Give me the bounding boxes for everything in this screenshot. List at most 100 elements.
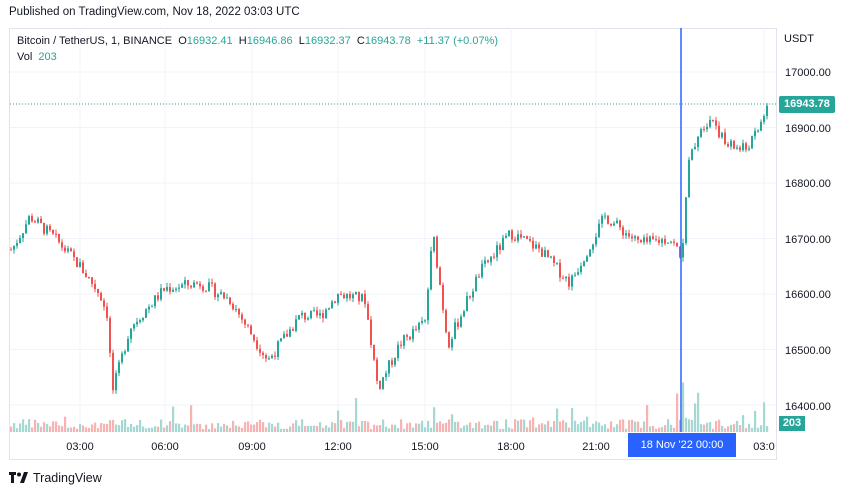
volume-bar [346,421,349,432]
volume-bar [649,426,652,432]
candle-body [511,230,513,240]
candle-body [367,304,369,320]
volume-bar [604,424,607,432]
candle-body [712,119,714,121]
volume-bar [538,424,541,432]
candle-body [457,322,459,327]
candle-body [478,276,480,278]
candle-body [766,105,768,116]
candle-body [151,306,153,308]
candle-body [481,263,483,278]
volume-bar [751,427,754,432]
volume-bar [745,428,748,432]
volume-bar [736,420,739,432]
candle-body [586,256,588,262]
candle-body [691,149,693,160]
candle-body [640,239,642,243]
candle-body [472,291,474,298]
volume-bar [724,428,727,432]
volume-bars [10,382,769,432]
volume-bar [397,428,400,432]
volume-bar [430,427,433,432]
volume-bar [424,427,427,432]
volume-bar [268,422,271,432]
volume-bar [355,398,358,432]
volume-bar [646,405,649,432]
volume-bar [535,427,538,432]
volume-bar [676,393,679,432]
volume-bar [388,428,391,432]
volume-bar [637,421,640,432]
candles [10,103,768,394]
x-tick-label: 03:00 [66,441,94,453]
volume-bar [442,423,445,432]
candle-body [112,352,114,391]
candle-body [31,216,33,222]
candle-body [448,332,450,348]
volume-bar [130,423,133,432]
tradingview-logo[interactable]: TradingView [9,471,102,485]
volume-bar [421,420,424,432]
candle-body [622,227,624,236]
tradingview-icon [9,472,28,483]
candle-body [613,223,615,226]
candle-body [397,344,399,359]
candle-body [535,244,537,249]
candle-body [235,308,237,310]
candle-body [286,333,288,337]
candle-body [118,362,120,374]
volume-bar [376,425,379,432]
candle-body [484,260,486,264]
volume-bar [685,417,688,432]
volume-bar [739,425,742,432]
volume-bar [727,426,730,432]
volume-bar [508,427,511,432]
candle-body [649,236,651,242]
candle-body [520,234,522,238]
volume-bar [652,425,655,432]
volume-bar [592,423,595,432]
volume-bar [373,424,376,432]
volume-bar [514,419,517,432]
volume-bar [220,426,223,432]
candle-body [727,144,729,147]
volume-bar [58,425,61,432]
candle-body [310,310,312,319]
candle-body [232,303,234,310]
candle-body [424,320,426,322]
candle-body [277,341,279,357]
volume-bar [697,392,700,432]
candle-body [646,237,648,242]
candle-body [67,248,69,252]
candle-body [322,313,324,319]
candle-body [331,301,333,309]
currency-label[interactable]: USDT [784,33,814,45]
volume-bar [415,423,418,432]
candle-body [205,290,207,292]
symbol-label[interactable]: Bitcoin / TetherUS, 1, BINANCE [17,35,173,47]
x-tick-label: 12:00 [324,441,352,453]
volume-bar [382,419,385,432]
candle-body [532,240,534,249]
volume-bar [196,423,199,432]
volume-bar [61,426,64,432]
volume-bar [307,425,310,432]
volume-bar [610,421,613,432]
volume-bar [118,425,121,432]
candle-body [142,317,144,321]
candle-body [340,293,342,295]
candle-body [652,236,654,240]
volume-bar [718,419,721,432]
candle-body [559,262,561,278]
candle-body [460,316,462,327]
volume-bar [286,428,289,432]
volume-bar [505,419,508,432]
volume-bar [460,427,463,432]
candle-body [745,143,747,150]
volume-bar [469,422,472,432]
candle-body [229,297,231,304]
chart-frame[interactable] [9,28,777,460]
volume-bar [763,402,766,432]
volume-bar [640,427,643,432]
